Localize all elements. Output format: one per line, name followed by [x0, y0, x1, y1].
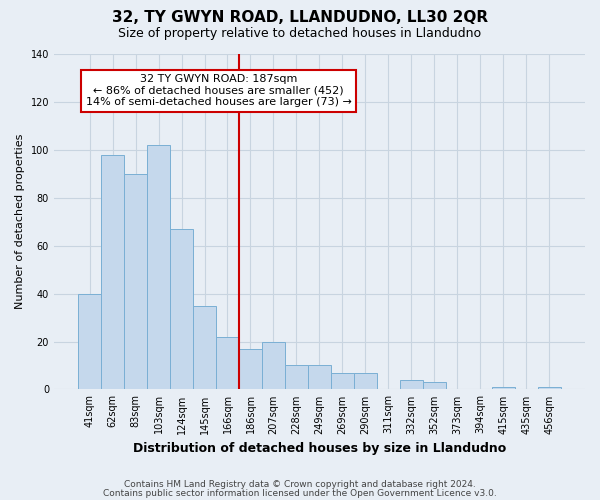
- Bar: [354, 372, 377, 390]
- Bar: [170, 229, 193, 390]
- Bar: [216, 336, 239, 390]
- Text: 32, TY GWYN ROAD, LLANDUDNO, LL30 2QR: 32, TY GWYN ROAD, LLANDUDNO, LL30 2QR: [112, 10, 488, 25]
- Text: 32 TY GWYN ROAD: 187sqm
← 86% of detached houses are smaller (452)
14% of semi-d: 32 TY GWYN ROAD: 187sqm ← 86% of detache…: [86, 74, 352, 108]
- Text: Size of property relative to detached houses in Llandudno: Size of property relative to detached ho…: [118, 28, 482, 40]
- Bar: [400, 380, 423, 390]
- Text: Contains public sector information licensed under the Open Government Licence v3: Contains public sector information licen…: [103, 488, 497, 498]
- Bar: [308, 366, 331, 390]
- X-axis label: Distribution of detached houses by size in Llandudno: Distribution of detached houses by size …: [133, 442, 506, 455]
- Bar: [78, 294, 101, 390]
- Bar: [492, 387, 515, 390]
- Bar: [239, 348, 262, 390]
- Bar: [262, 342, 285, 390]
- Bar: [147, 145, 170, 390]
- Bar: [193, 306, 216, 390]
- Bar: [285, 366, 308, 390]
- Bar: [423, 382, 446, 390]
- Bar: [331, 372, 354, 390]
- Bar: [124, 174, 147, 390]
- Text: Contains HM Land Registry data © Crown copyright and database right 2024.: Contains HM Land Registry data © Crown c…: [124, 480, 476, 489]
- Bar: [538, 387, 561, 390]
- Y-axis label: Number of detached properties: Number of detached properties: [15, 134, 25, 310]
- Bar: [101, 154, 124, 390]
